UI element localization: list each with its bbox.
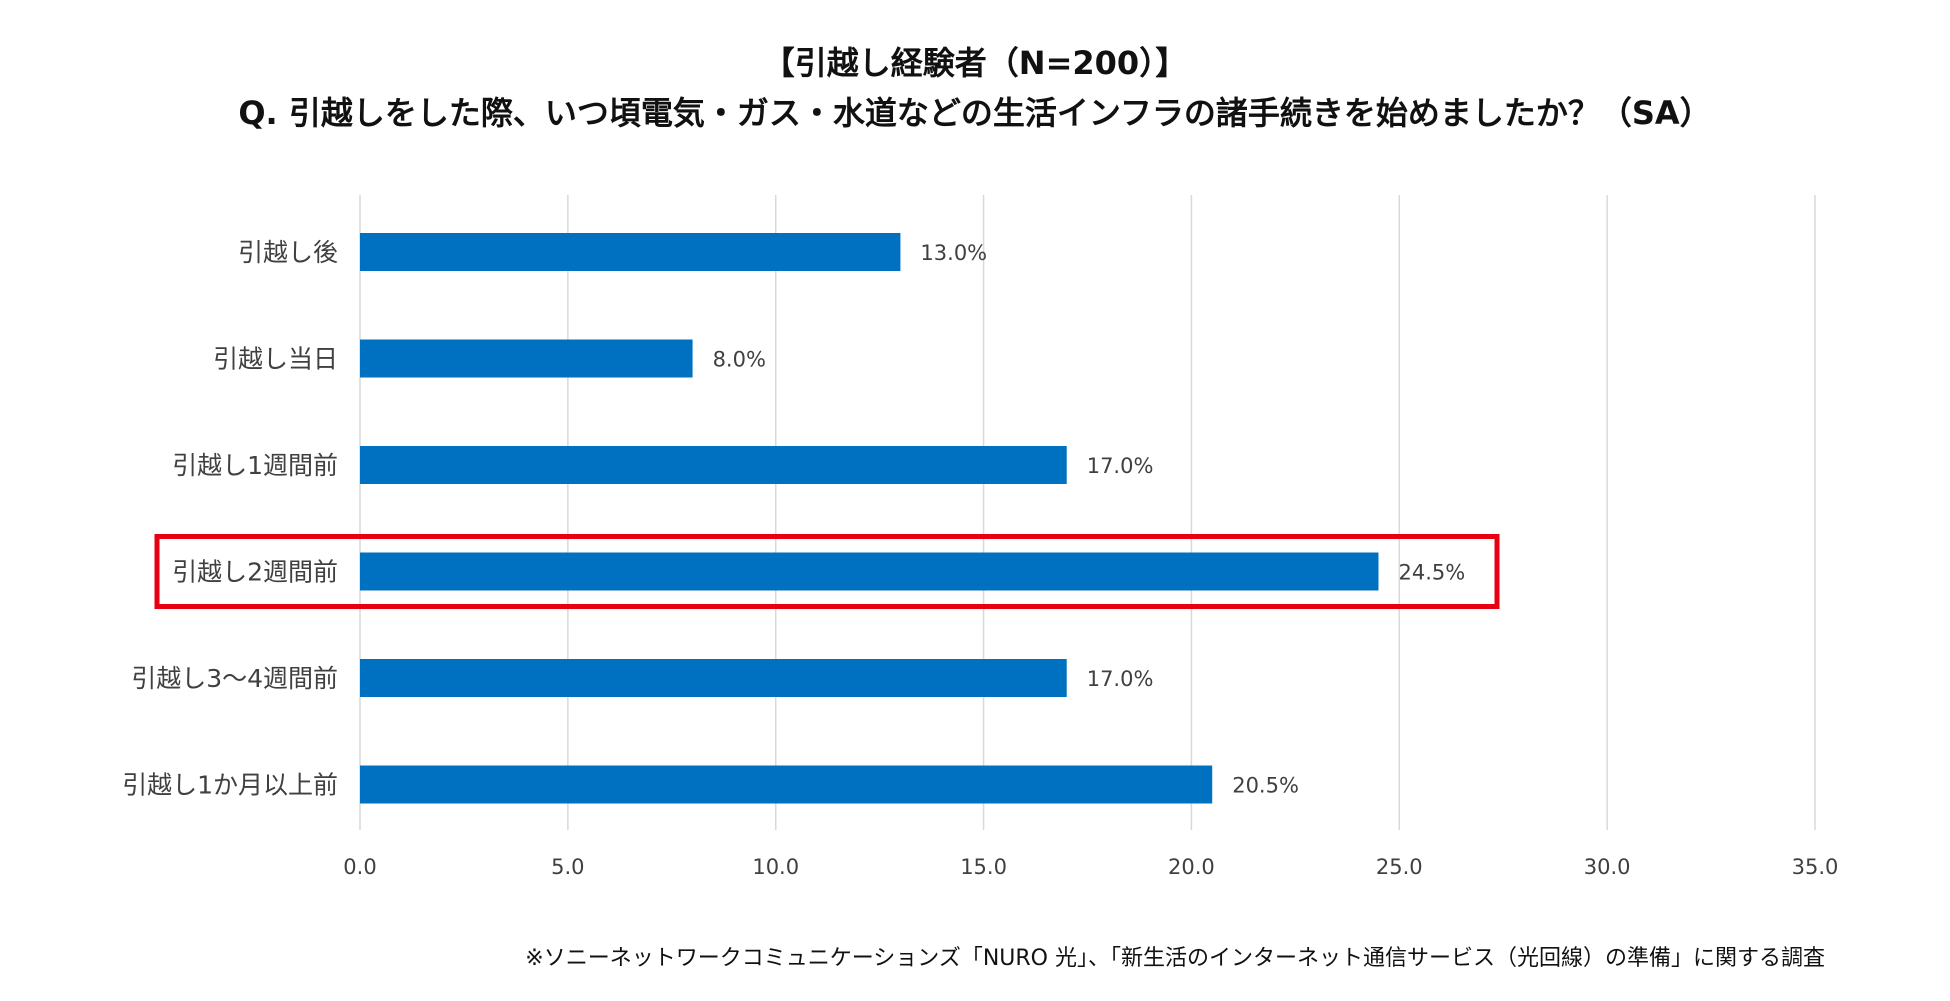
data-label: 24.5% [1399, 561, 1466, 585]
labels: 0.0 5.0 10.0 15.0 20.0 25.0 30.0 35.0 引越し後 13.0% 引… [122, 238, 1838, 879]
data-label: 8.0% [713, 348, 766, 372]
data-label: 17.0% [1087, 454, 1154, 478]
source-footnote: ※ソニーネットワークコミュニケーションズ「NURO 光」、「新生活のインターネッ… [525, 946, 1825, 971]
chart-title-line1: 【引越し経験者（N=200）】 [762, 44, 1188, 82]
bar [360, 765, 1213, 804]
data-label: 17.0% [1087, 667, 1154, 691]
bars [360, 233, 1379, 804]
bar [360, 233, 901, 271]
x-tick-label: 0.0 [343, 855, 376, 879]
bar [360, 552, 1379, 591]
chart-title-line2: Q. 引越しをした際、いつ頃電気・ガス・水道などの生活インフラの諸手続きを始めま… [238, 94, 1712, 132]
bar [360, 446, 1067, 484]
category-label: 引越し1か月以上前 [122, 771, 338, 800]
category-label: 引越し3～4週間前 [131, 664, 338, 693]
bar [360, 659, 1067, 697]
x-tick-label: 25.0 [1376, 855, 1423, 879]
x-tick-label: 10.0 [752, 855, 799, 879]
x-tick-label: 20.0 [1168, 855, 1215, 879]
category-label: 引越し後 [238, 238, 338, 267]
data-label: 20.5% [1232, 774, 1299, 798]
x-tick-label: 35.0 [1792, 855, 1839, 879]
category-label: 引越し2週間前 [172, 558, 338, 587]
x-tick-label: 30.0 [1584, 855, 1631, 879]
bar [360, 339, 693, 378]
data-label: 13.0% [920, 241, 987, 265]
gridlines [359, 195, 1816, 830]
category-label: 引越し当日 [213, 345, 338, 374]
highlight-box [154, 534, 1500, 609]
x-tick-label: 15.0 [960, 855, 1007, 879]
category-label: 引越し1週間前 [172, 451, 338, 480]
x-tick-label: 5.0 [551, 855, 584, 879]
